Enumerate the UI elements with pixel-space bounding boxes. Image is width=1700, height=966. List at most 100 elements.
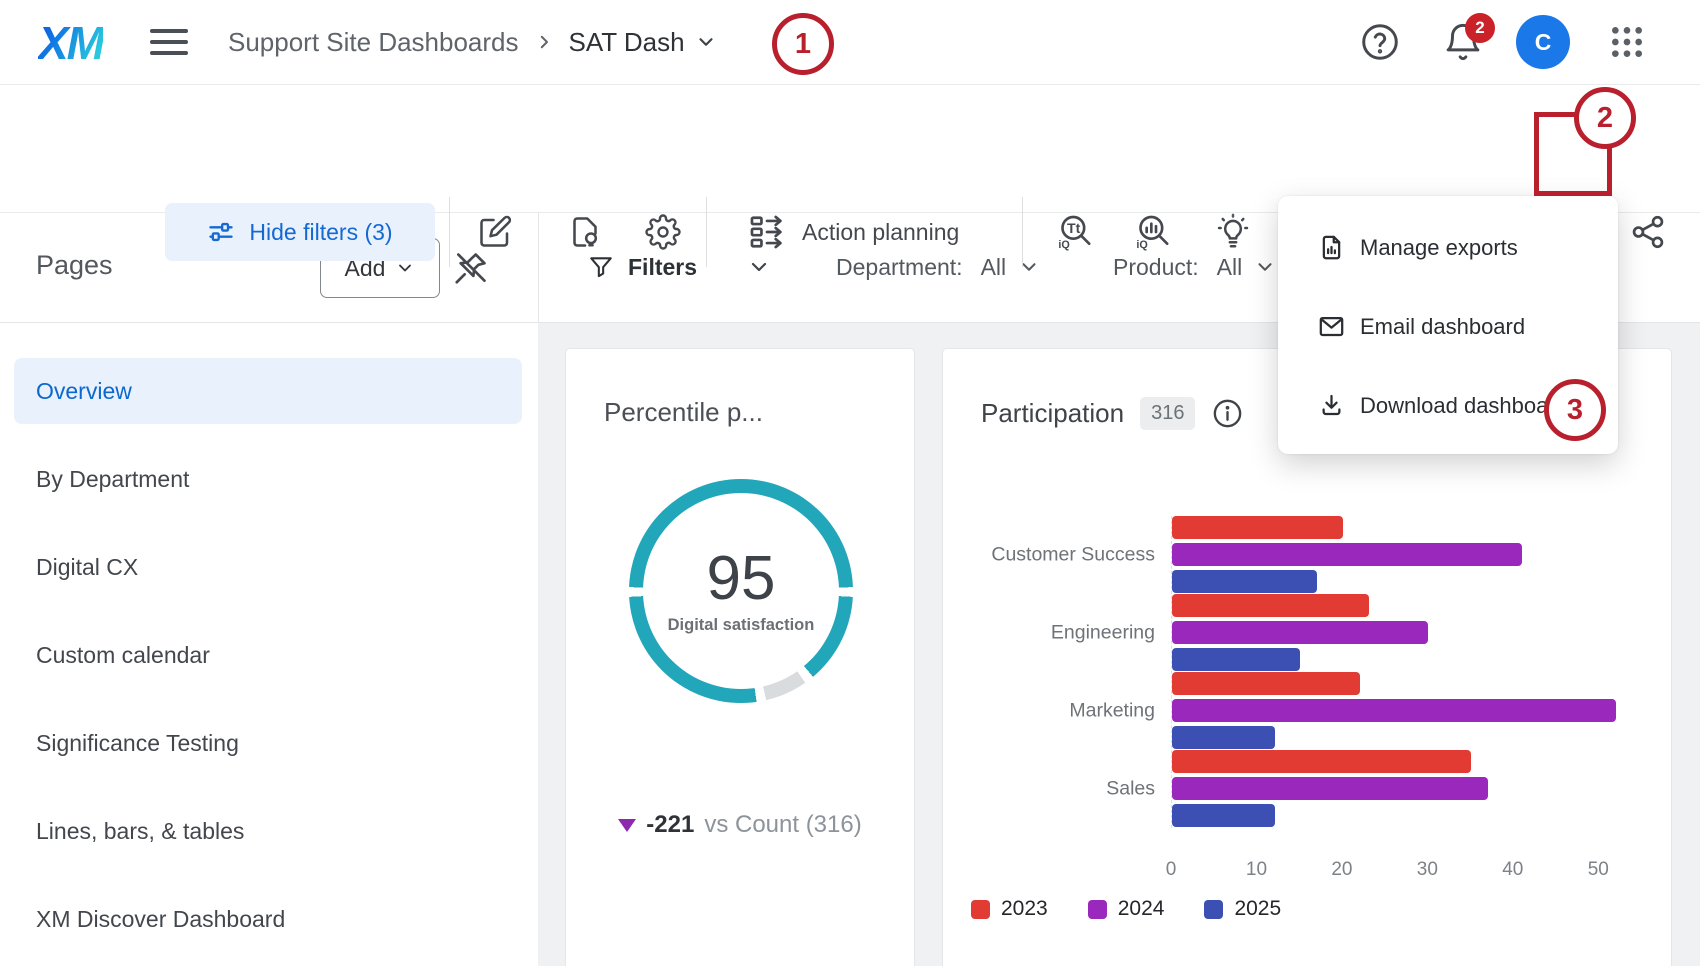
sidebar-item-label: Digital CX: [36, 554, 138, 581]
page-insights-button[interactable]: [561, 208, 609, 256]
sidebar-item-custom-calendar[interactable]: Custom calendar: [14, 622, 522, 688]
gauge-comparison: -221 vs Count (316): [566, 811, 914, 839]
bar-2024-customer-success[interactable]: [1172, 543, 1522, 566]
top-bar: XM Support Site Dashboards SAT Dash 1 2 …: [0, 0, 1700, 85]
axis-tick-label: 0: [1166, 859, 1177, 881]
bar-2023-customer-success[interactable]: [1172, 516, 1343, 539]
sidebar-item-label: XM Discover Dashboard: [36, 906, 285, 933]
triangle-down-icon: [618, 819, 636, 832]
percentile-gauge: 95 Digital satisfaction: [629, 479, 853, 703]
action-planning-icon: [748, 213, 786, 251]
bar-2024-marketing[interactable]: [1172, 699, 1616, 722]
menu-item-manage-exports[interactable]: Manage exports: [1278, 208, 1618, 287]
bar-group-marketing: Marketing: [1172, 672, 1642, 749]
action-planning-button[interactable]: Action planning: [748, 208, 959, 256]
legend-item-2024[interactable]: 2024: [1088, 897, 1165, 921]
sidebar-item-label: Significance Testing: [36, 730, 239, 757]
category-label: Engineering: [1051, 621, 1155, 644]
avatar[interactable]: C: [1516, 15, 1570, 69]
email-icon: [1318, 313, 1345, 340]
info-icon: [1211, 397, 1244, 430]
text-iq-button[interactable]: TtiQ: [1051, 208, 1099, 256]
sidebar-item-lines-bars-tables[interactable]: Lines, bars, & tables: [14, 798, 522, 864]
hamburger-menu-icon[interactable]: [150, 25, 188, 59]
breadcrumb-current[interactable]: SAT Dash: [569, 27, 717, 58]
bar-2023-sales[interactable]: [1172, 750, 1471, 773]
stats-iq-button[interactable]: iQ: [1129, 208, 1177, 256]
axis-tick-label: 40: [1502, 859, 1523, 881]
gauge-value: 95: [707, 548, 776, 610]
sidebar-item-significance-testing[interactable]: Significance Testing: [14, 710, 522, 776]
menu-item-label: Email dashboard: [1360, 314, 1525, 340]
legend-label: 2023: [1001, 897, 1048, 921]
divider: [538, 212, 539, 322]
stats-iq-icon: iQ: [1133, 212, 1173, 252]
sidebar-item-label: Custom calendar: [36, 642, 210, 669]
app-grid-button[interactable]: [1605, 20, 1649, 64]
axis-tick-label: 30: [1417, 859, 1438, 881]
sidebar-item-overview[interactable]: Overview: [14, 358, 522, 424]
action-planning-label: Action planning: [802, 219, 959, 246]
bar-2025-engineering[interactable]: [1172, 648, 1300, 671]
settings-button[interactable]: [639, 208, 687, 256]
axis-tick-label: 10: [1246, 859, 1267, 881]
bar-2024-engineering[interactable]: [1172, 621, 1428, 644]
pages-list: Overview By Department Digital CX Custom ca…: [0, 322, 538, 952]
dashboard-toolbar: Hide filters (3) Action planning TtiQ iQ: [0, 84, 1700, 213]
apps-grid-icon: [1607, 22, 1647, 62]
bar-2025-marketing[interactable]: [1172, 726, 1275, 749]
xm-logo[interactable]: XM: [38, 16, 103, 70]
sidebar-item-label: Lines, bars, & tables: [36, 818, 244, 845]
text-iq-icon: TtiQ: [1055, 212, 1095, 252]
hide-filters-button[interactable]: Hide filters (3): [165, 203, 435, 261]
bar-2023-engineering[interactable]: [1172, 594, 1369, 617]
bar-2025-sales[interactable]: [1172, 804, 1275, 827]
notification-badge: 2: [1465, 13, 1495, 43]
widget-title: Participation: [981, 398, 1124, 429]
breadcrumb-root[interactable]: Support Site Dashboards: [228, 27, 519, 58]
sidebar-item-xm-discover-dashboard[interactable]: XM Discover Dashboard: [14, 886, 522, 952]
svg-text:iQ: iQ: [1136, 239, 1147, 251]
notifications-button[interactable]: 2: [1441, 20, 1485, 64]
sidebar-item-by-department[interactable]: By Department: [14, 446, 522, 512]
bar-2024-sales[interactable]: [1172, 777, 1488, 800]
menu-item-email-dashboard[interactable]: Email dashboard: [1278, 287, 1618, 366]
help-icon: [1359, 21, 1401, 63]
sidebar-item-label: By Department: [36, 466, 189, 493]
bar-2025-customer-success[interactable]: [1172, 570, 1317, 593]
chevron-down-icon: [695, 31, 717, 53]
share-icon: [1629, 213, 1667, 251]
widget-title: Percentile p...: [604, 397, 763, 428]
count-badge: 316: [1140, 397, 1195, 430]
legend-item-2025[interactable]: 2025: [1204, 897, 1281, 921]
suggestions-button[interactable]: [1209, 208, 1257, 256]
legend-item-2023[interactable]: 2023: [971, 897, 1048, 921]
legend-swatch: [971, 900, 990, 919]
sidebar-item-digital-cx[interactable]: Digital CX: [14, 534, 522, 600]
manage-exports-icon: [1318, 234, 1345, 261]
lightbulb-idea-icon: [1214, 213, 1252, 251]
category-label: Sales: [1106, 777, 1155, 800]
info-button[interactable]: [1211, 397, 1244, 430]
axis-tick-label: 50: [1588, 859, 1609, 881]
page-insights-icon: [567, 214, 603, 250]
pages-sidebar: Overview By Department Digital CX Custom ca…: [0, 322, 538, 966]
chart-legend: 2023 2024 2025: [971, 897, 1281, 921]
help-button[interactable]: [1358, 20, 1402, 64]
delta-comparison: vs Count (316): [704, 811, 861, 839]
annotation-step-2: 2: [1574, 87, 1636, 149]
bar-2023-marketing[interactable]: [1172, 672, 1360, 695]
edit-dashboard-button[interactable]: [471, 208, 519, 256]
funnel-icon: [588, 254, 614, 280]
bar-group-customer-success: Customer Success: [1172, 516, 1642, 593]
divider: [449, 197, 450, 267]
edit-icon: [477, 214, 513, 250]
menu-item-label: Download dashboard: [1360, 393, 1568, 419]
legend-label: 2025: [1234, 897, 1281, 921]
share-button[interactable]: [1624, 208, 1672, 256]
legend-swatch: [1204, 900, 1223, 919]
percentile-widget-card: Percentile p... 95 Digital satisfaction …: [565, 348, 915, 966]
chevron-down-icon: [395, 258, 415, 278]
legend-swatch: [1088, 900, 1107, 919]
axis-tick-label: 20: [1331, 859, 1352, 881]
